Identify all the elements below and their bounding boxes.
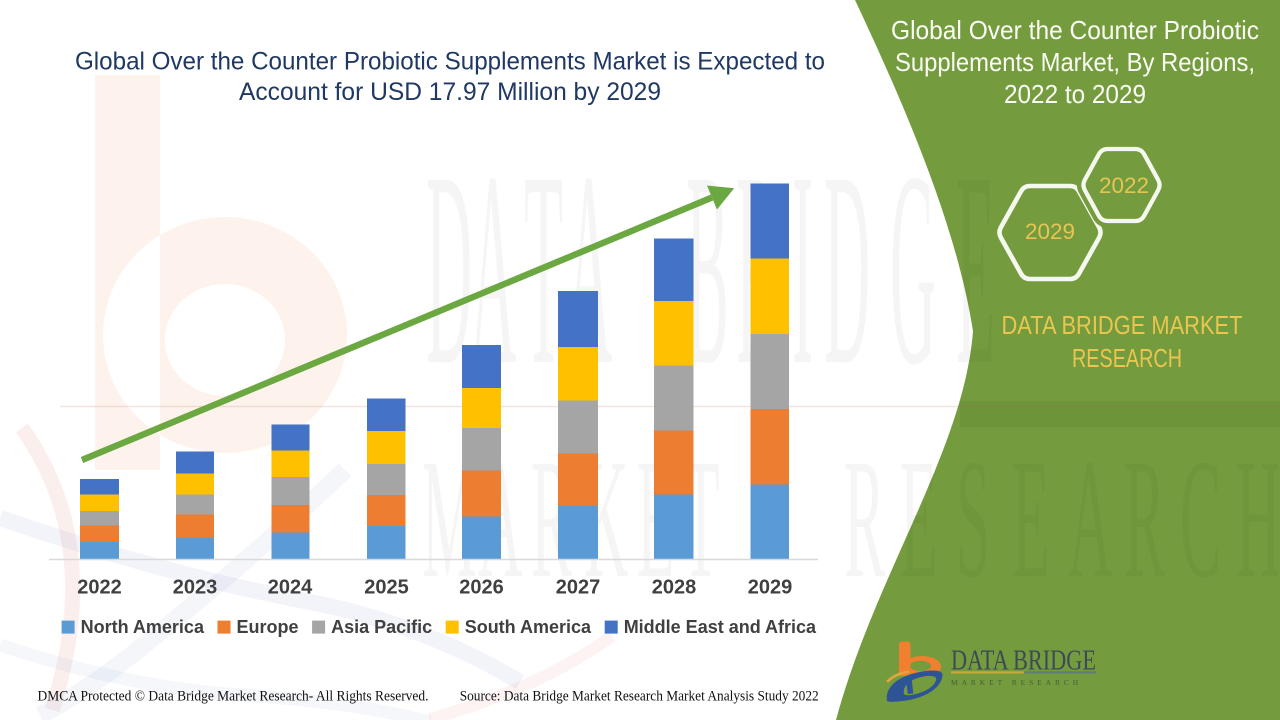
svg-text:2026: 2026 — [459, 577, 504, 599]
svg-text:2022 to 2029: 2022 to 2029 — [1004, 79, 1146, 109]
svg-text:2022: 2022 — [1099, 173, 1149, 198]
svg-text:2028: 2028 — [652, 577, 697, 599]
svg-text:E: E — [1012, 423, 1050, 613]
svg-text:H: H — [1236, 423, 1280, 613]
svg-text:Global Over the Counter Probio: Global Over the Counter Probiotic — [891, 15, 1259, 45]
svg-text:Middle East and Africa: Middle East and Africa — [624, 617, 817, 637]
svg-text:Europe: Europe — [237, 617, 299, 637]
svg-text:2029: 2029 — [748, 577, 793, 599]
svg-text:North America: North America — [81, 617, 205, 637]
svg-text:2027: 2027 — [556, 577, 601, 599]
svg-text:I: I — [792, 114, 813, 423]
svg-text:MARKET RESEARCH: MARKET RESEARCH — [951, 678, 1082, 687]
svg-text:A: A — [1068, 423, 1112, 613]
svg-text:E: E — [900, 423, 938, 613]
svg-text:G: G — [890, 114, 936, 423]
svg-text:Account for USD 17.97 Million: Account for USD 17.97 Million by 2029 — [239, 78, 661, 106]
svg-text:Supplements Market, By Regions: Supplements Market, By Regions, — [895, 47, 1255, 77]
svg-text:2022: 2022 — [77, 577, 122, 599]
svg-text:C: C — [1180, 423, 1221, 613]
svg-text:Global Over the Counter Probio: Global Over the Counter Probiotic Supple… — [75, 48, 825, 76]
svg-text:2029: 2029 — [1025, 219, 1075, 244]
svg-text:R: R — [844, 423, 885, 613]
svg-text:Source: Data Bridge Market Res: Source: Data Bridge Market Research Mark… — [460, 689, 819, 705]
svg-text:Asia Pacific: Asia Pacific — [331, 617, 432, 637]
svg-text:RESEARCH: RESEARCH — [1072, 343, 1182, 373]
svg-text:2025: 2025 — [364, 577, 409, 599]
svg-text:South America: South America — [465, 617, 592, 637]
svg-text:S: S — [956, 423, 990, 613]
svg-text:D: D — [824, 114, 870, 423]
svg-text:2023: 2023 — [173, 577, 218, 599]
svg-text:R: R — [1124, 423, 1165, 613]
svg-text:2024: 2024 — [268, 577, 313, 599]
svg-text:E: E — [956, 114, 995, 423]
svg-text:DMCA Protected © Data Bridge M: DMCA Protected © Data Bridge Market Rese… — [38, 689, 429, 705]
svg-text:DATA BRIDGE: DATA BRIDGE — [951, 644, 1096, 676]
svg-text:DATA BRIDGE MARKET: DATA BRIDGE MARKET — [1002, 310, 1243, 340]
